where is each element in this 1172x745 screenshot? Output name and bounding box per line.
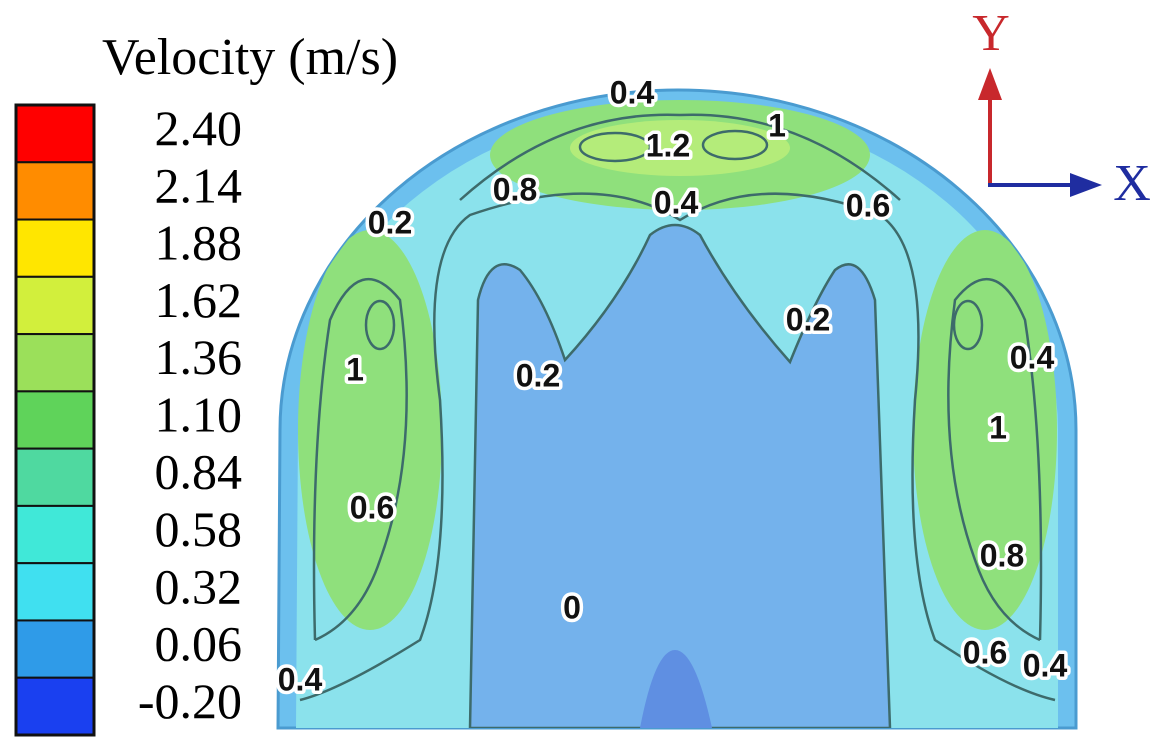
- y-arrowhead: [978, 68, 1002, 100]
- contour-label: 1: [989, 409, 1007, 445]
- contour-label: 0.4: [1010, 339, 1055, 375]
- contour-label: 0.6: [963, 634, 1007, 670]
- contour-label: 0: [563, 589, 581, 625]
- contour-line: [701, 129, 769, 161]
- contour-line: [459, 113, 901, 201]
- contour-label: 0.4: [654, 184, 699, 220]
- colorbar-tick-label: 1.36: [155, 329, 243, 385]
- colorbar-box: [15, 562, 95, 622]
- colorbar-tick-label: 1.88: [155, 215, 243, 271]
- colorbar-box: [15, 275, 95, 336]
- field-fill: [296, 100, 1058, 728]
- contour-label: 0.2: [786, 301, 830, 337]
- contour-label: 0.4: [278, 661, 323, 697]
- contour-line: [312, 278, 408, 642]
- contour-label: 0.6: [350, 489, 394, 525]
- contour-label: 1.2: [646, 127, 690, 163]
- colorbar-box: [15, 390, 95, 450]
- colorbar-tick-label: 0.58: [155, 501, 243, 557]
- colorbar-tick-label: 0.84: [155, 444, 243, 500]
- colorbar-box: [15, 447, 95, 507]
- colorbar-tick-label: -0.20: [138, 673, 242, 729]
- contour-label: 0.2: [516, 357, 560, 393]
- x-arrowhead: [1070, 173, 1102, 197]
- contour-field: [276, 88, 1078, 730]
- contour-label: 1: [768, 107, 786, 143]
- contour-line: [364, 299, 396, 351]
- colorbar-tick-label: 0.32: [155, 558, 243, 614]
- y-axis-label: Y: [972, 5, 1010, 62]
- colorbar-box: [15, 619, 95, 679]
- colorbar-tick-label: 2.14: [155, 157, 243, 213]
- contour-label: 0.6: [846, 187, 890, 223]
- x-axis-label: X: [1113, 155, 1151, 212]
- contour-label: 0.2: [368, 204, 412, 240]
- contour-label: 0.4: [610, 74, 655, 110]
- colorbar-tick-label: 0.06: [155, 616, 243, 672]
- contour-line: [947, 278, 1043, 642]
- colorbar-box: [15, 161, 95, 221]
- region-left: [298, 230, 442, 630]
- colorbar-box: [15, 333, 95, 393]
- colorbar-box: [15, 104, 95, 164]
- colorbar-box: [15, 504, 95, 565]
- axis-indicator: Y X: [972, 5, 1151, 212]
- colorbar-tick-label: 1.10: [155, 386, 243, 442]
- contour-label: 1: [346, 351, 364, 387]
- region-center: [468, 223, 892, 728]
- colorbar-tick-label: 2.40: [155, 100, 243, 156]
- contour-line: [299, 192, 1056, 702]
- contour-line: [578, 131, 652, 163]
- contour-label: 0.4: [1023, 647, 1068, 683]
- colorbar-frame: [14, 103, 96, 737]
- colorbar-box: [15, 676, 95, 737]
- colorbar-box: [15, 218, 95, 278]
- region-right: [913, 230, 1057, 630]
- contour-line: [952, 299, 984, 351]
- region-core: [640, 650, 712, 728]
- colorbar-tick-label: 1.62: [155, 272, 243, 328]
- contour-label: 0.8: [980, 537, 1024, 573]
- colorbar-title: Velocity (m/s): [102, 29, 398, 86]
- contour-label: 0.8: [493, 171, 537, 207]
